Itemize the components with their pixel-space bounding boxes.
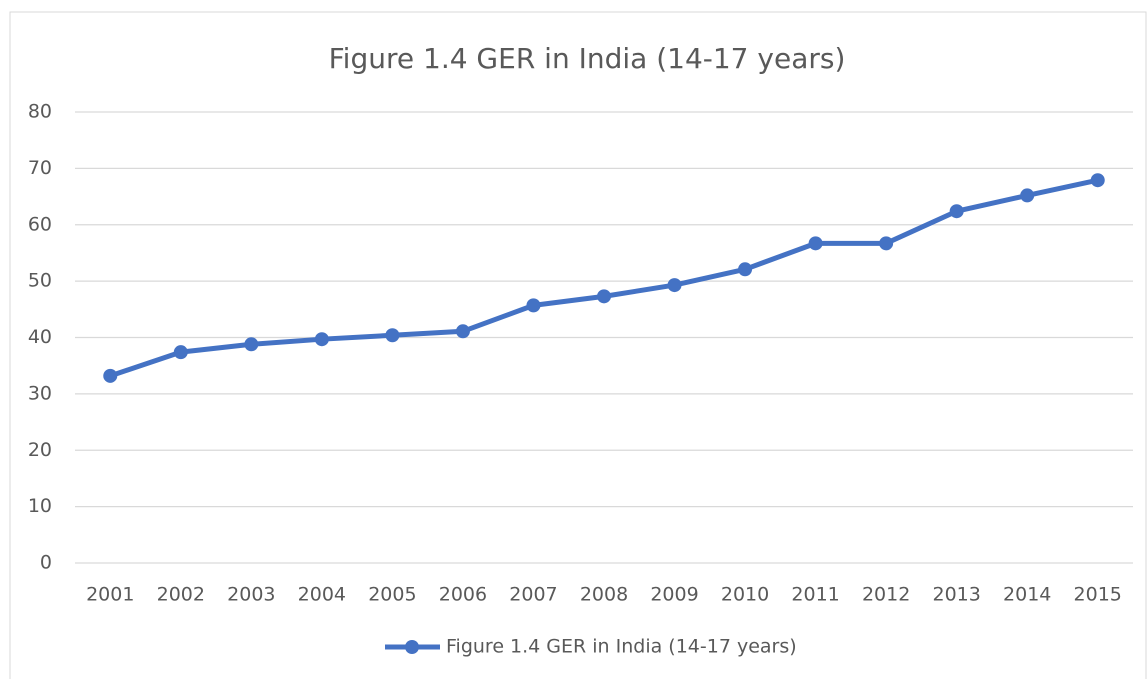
x-tick-label: 2001 xyxy=(86,584,134,606)
chart-border xyxy=(9,11,1147,679)
data-point xyxy=(808,236,823,251)
data-point xyxy=(385,328,400,343)
x-tick-label: 2006 xyxy=(439,584,487,606)
x-tick-label: 2004 xyxy=(298,584,346,606)
y-tick-label: 50 xyxy=(28,270,52,292)
x-tick-label: 2002 xyxy=(157,584,205,606)
x-tick-label: 2015 xyxy=(1074,584,1122,606)
y-tick-label: 60 xyxy=(28,213,52,235)
legend-marker xyxy=(405,640,419,654)
x-tick-label: 2003 xyxy=(227,584,275,606)
y-tick-label: 10 xyxy=(28,495,52,517)
x-tick-label: 2007 xyxy=(509,584,557,606)
data-point xyxy=(244,337,259,352)
x-tick-label: 2008 xyxy=(580,584,628,606)
data-point xyxy=(1020,188,1035,203)
data-point xyxy=(455,324,470,339)
data-point xyxy=(526,298,541,313)
data-point xyxy=(173,345,188,360)
data-point xyxy=(597,289,611,304)
x-tick-label: 2013 xyxy=(932,584,980,606)
data-point xyxy=(667,278,682,293)
y-tick-label: 0 xyxy=(40,552,52,574)
data-point xyxy=(314,332,329,347)
x-tick-label: 2012 xyxy=(862,584,910,606)
y-tick-label: 20 xyxy=(28,439,52,461)
y-tick-label: 80 xyxy=(28,101,52,123)
data-point xyxy=(949,204,964,219)
x-tick-label: 2014 xyxy=(1003,584,1051,606)
y-tick-label: 40 xyxy=(28,326,52,348)
x-tick-label: 2010 xyxy=(721,584,769,606)
data-point xyxy=(1090,173,1105,188)
data-point xyxy=(103,368,118,383)
x-tick-label: 2011 xyxy=(791,584,839,606)
y-tick-label: 30 xyxy=(28,382,52,404)
legend-label: Figure 1.4 GER in India (14-17 years) xyxy=(446,636,797,658)
x-tick-label: 2009 xyxy=(650,584,698,606)
data-point xyxy=(738,262,753,277)
data-point xyxy=(879,236,894,251)
chart-title: Figure 1.4 GER in India (14-17 years) xyxy=(329,42,846,75)
y-tick-label: 70 xyxy=(28,157,52,179)
x-tick-label: 2005 xyxy=(368,584,416,606)
